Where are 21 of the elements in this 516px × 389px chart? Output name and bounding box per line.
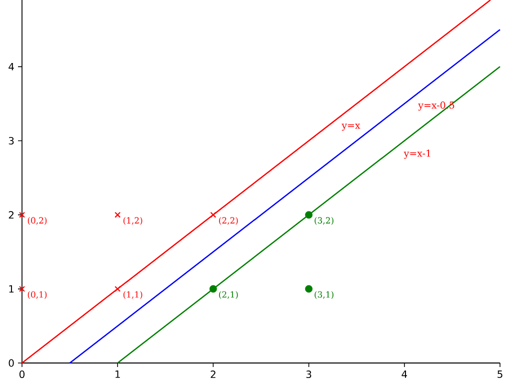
annotation: (1,1) (123, 291, 142, 299)
annotation: (0,1) (28, 291, 47, 299)
x-tick-label: 1 (116, 370, 120, 378)
x-tick-label: 0 (19, 370, 25, 378)
y-tick-label: 3 (8, 136, 14, 145)
annotation: (0,2) (28, 217, 47, 225)
annotation: y=x (342, 124, 360, 131)
annotation: (3,1) (314, 291, 334, 299)
annotation: y=x-1 (404, 150, 430, 159)
x-tick-label: 3 (306, 370, 312, 378)
x-tick-label: 2 (210, 370, 216, 378)
x-tick-label: 4 (402, 370, 408, 378)
y-tick-label: 2 (8, 211, 14, 219)
annotation: (3,2) (314, 217, 334, 225)
y-tick-label: 0 (8, 359, 14, 367)
annotation: (2,1) (219, 291, 238, 299)
annotation: (2,2) (219, 217, 238, 225)
annotation: (1,2) (123, 217, 142, 225)
x-tick-label: 5 (498, 370, 502, 378)
y-tick-label: 4 (8, 63, 14, 70)
y-tick-label: 1 (9, 285, 14, 293)
